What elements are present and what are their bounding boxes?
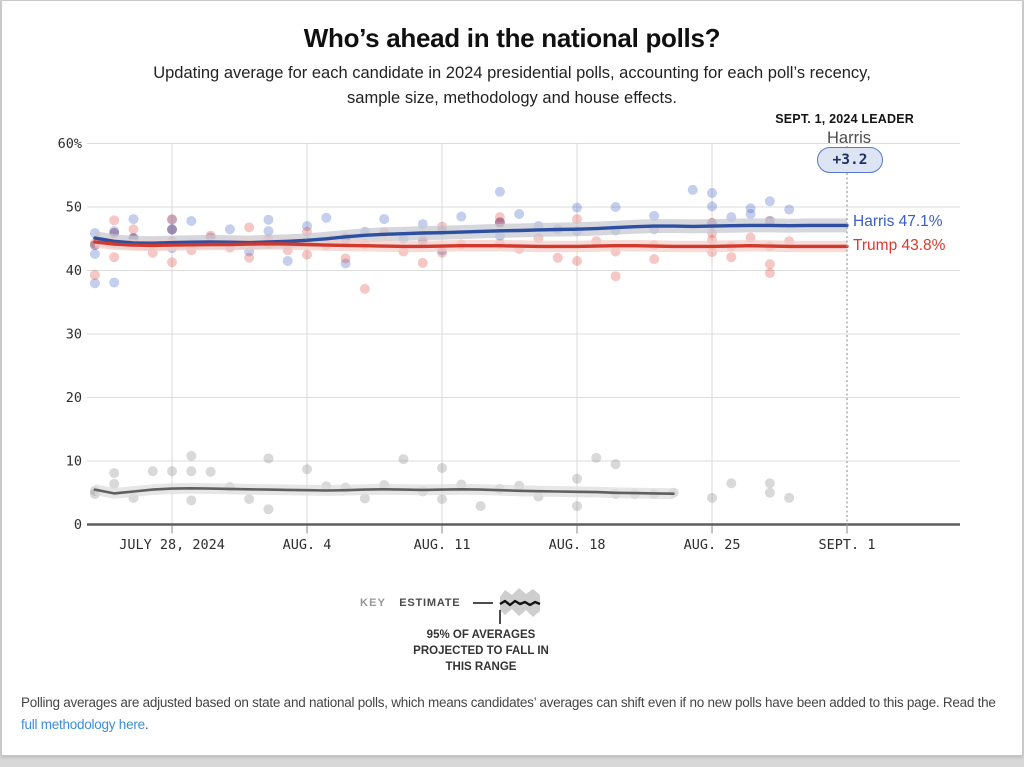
svg-text:SEPT. 1: SEPT. 1 <box>819 537 876 553</box>
svg-text:AUG. 18: AUG. 18 <box>549 537 606 553</box>
key-caption-tick <box>499 610 501 624</box>
trump-end-label: Trump 43.8% <box>853 237 946 254</box>
leader-date-label: SEPT. 1, 2024 LEADER <box>775 112 914 126</box>
svg-text:AUG. 11: AUG. 11 <box>414 537 471 553</box>
svg-text:60%: 60% <box>58 136 82 152</box>
key-caption-line-3: THIS RANGE <box>445 661 517 673</box>
methodology-link[interactable]: full methodology here <box>21 716 145 732</box>
svg-text:AUG. 25: AUG. 25 <box>684 537 741 553</box>
svg-text:40: 40 <box>66 263 82 279</box>
y-gridlines <box>87 143 960 462</box>
svg-text:30: 30 <box>66 327 82 343</box>
x-tick-labels: JULY 28, 2024 AUG. 4 AUG. 11 AUG. 18 AUG. 25… <box>119 537 875 553</box>
page-title: Who’s ahead in the national polls? <box>303 23 721 53</box>
svg-text:10: 10 <box>66 454 82 470</box>
x-axis-ticks <box>171 525 848 534</box>
estimate-label: ESTIMATE <box>399 597 461 609</box>
subtitle-line-2: sample size, methodology and house effec… <box>347 89 677 107</box>
svg-text:20: 20 <box>66 390 82 406</box>
svg-text:AUG. 4: AUG. 4 <box>283 537 332 553</box>
subtitle-line-1: Updating average for each candidate in 2… <box>153 64 871 82</box>
trump-line <box>93 240 849 249</box>
page-subtitle: Updating average for each candidate in 2… <box>2 61 1022 111</box>
polls-chart[interactable]: 0 10 20 30 40 50 60% JULY 28, 2024 AUG. 4 AUG. 11… <box>2 1 1024 563</box>
x-gridlines <box>171 143 713 525</box>
other-line <box>93 486 675 496</box>
svg-text:JULY 28, 2024: JULY 28, 2024 <box>119 537 225 553</box>
svg-text:0: 0 <box>74 517 82 533</box>
key-caption-line-2: PROJECTED TO FALL IN <box>413 645 549 657</box>
harris-end-label: Harris 47.1% <box>853 213 943 230</box>
footer-text: Polling averages are adjusted based on s… <box>21 695 996 710</box>
chart-key: KEY ESTIMATE <box>360 586 542 620</box>
key-label: KEY <box>360 597 387 609</box>
svg-text:50: 50 <box>66 200 82 216</box>
footer-period: . <box>144 716 149 732</box>
estimate-squiggle-icon <box>499 588 541 617</box>
leader-name: Harris <box>827 129 871 147</box>
key-connector-line <box>473 602 494 604</box>
y-tick-labels: 0 10 20 30 40 50 60% <box>58 136 82 533</box>
key-caption-line-1: 95% OF AVERAGES <box>426 629 536 641</box>
other-band <box>94 482 674 500</box>
leader-margin-badge: +3.2 <box>817 147 883 173</box>
key-caption: 95% OF AVERAGES PROJECTED TO FALL IN THI… <box>390 627 572 675</box>
footer-note: Polling averages are adjusted based on s… <box>21 692 1006 735</box>
leader-margin-value: +3.2 <box>832 152 868 168</box>
harris-line <box>93 223 849 245</box>
